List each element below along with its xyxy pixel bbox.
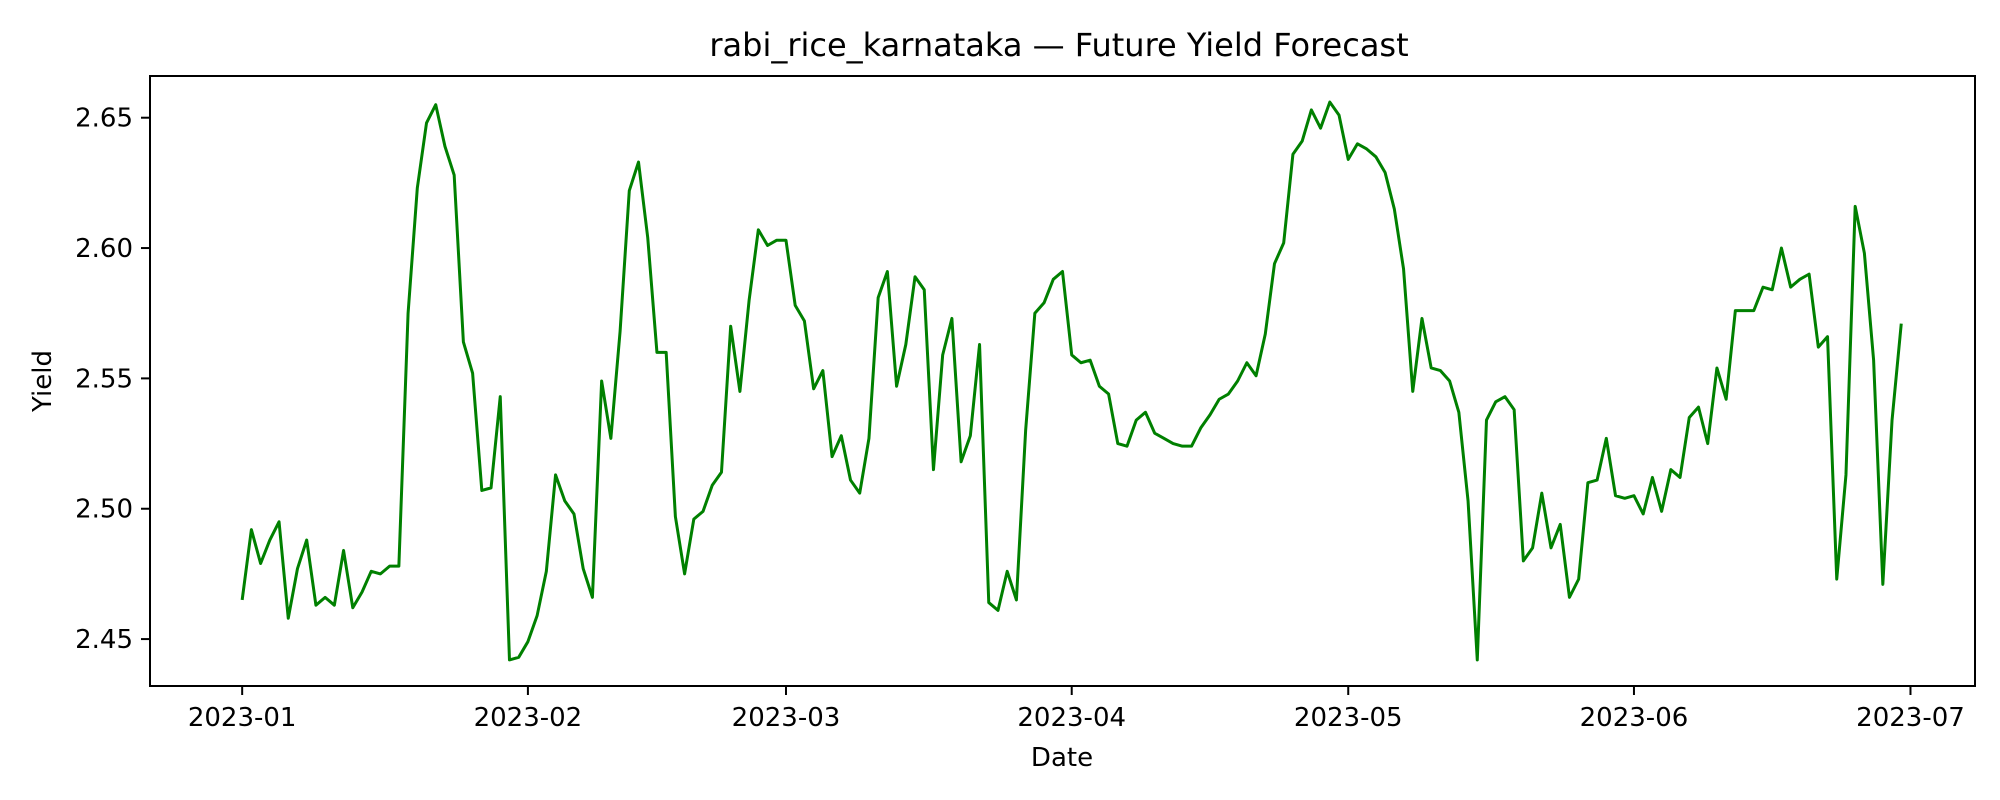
line-layer <box>240 100 1903 662</box>
y-tick-label: 2.60 <box>75 234 133 264</box>
y-tick-label: 2.45 <box>75 625 133 655</box>
x-tick-label: 2023-05 <box>1294 703 1403 733</box>
x-tick-label: 2023-03 <box>732 703 841 733</box>
x-tick-label: 2023-02 <box>474 703 583 733</box>
x-axis: 2023-01 2023-02 2023-03 2023-04 2023-05 2023-… <box>188 686 1965 733</box>
x-tick-label: 2023-04 <box>1017 703 1126 733</box>
plot-frame <box>149 75 1976 687</box>
y-tick-label: 2.65 <box>75 104 133 134</box>
y-tick-label: 2.55 <box>75 364 133 394</box>
x-tick-label: 2023-01 <box>188 703 297 733</box>
series-line-0 <box>240 100 1903 662</box>
chart-title: rabi_rice_karnataka — Future Yield Forec… <box>709 26 1408 64</box>
x-tick-label: 2023-07 <box>1856 703 1965 733</box>
x-axis-label: Date <box>1031 743 1093 773</box>
y-tick-label: 2.50 <box>75 495 133 525</box>
y-axis-label: Yield <box>28 350 58 413</box>
y-axis: 2.45 2.50 2.55 2.60 2.65 <box>75 104 150 655</box>
x-tick-label: 2023-06 <box>1580 703 1689 733</box>
